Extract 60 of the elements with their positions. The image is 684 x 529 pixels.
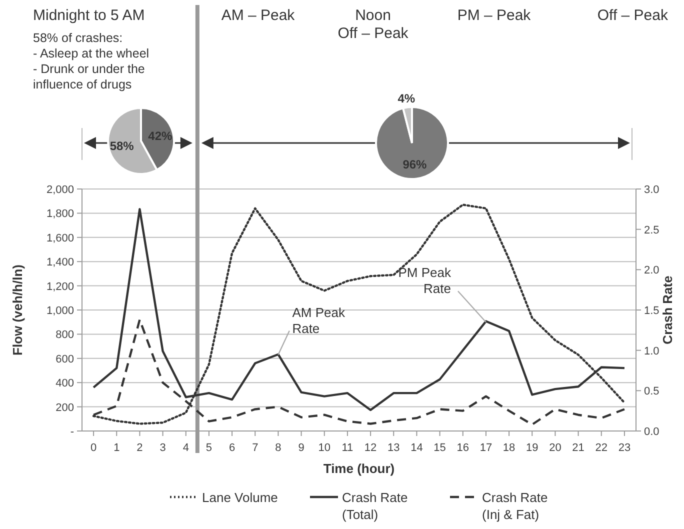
pie-slice	[375, 106, 449, 180]
text: Midnight to 5 AM	[33, 7, 145, 24]
text: 58% of crashes: - Asleep at the wheel - Drunk or under the influence of drugs	[33, 31, 150, 92]
x-tick-label: 15	[434, 442, 446, 454]
x-tick-label: 8	[275, 442, 282, 454]
x-tick-label: 1	[114, 442, 120, 454]
legend-label: Crash Rate (Inj & Fat)	[482, 490, 548, 522]
x-tick-label: 14	[410, 442, 423, 454]
legend-label: Crash Rate (Total)	[342, 490, 408, 522]
y-tick-label: -	[70, 426, 74, 438]
x-tick-label: 17	[480, 442, 492, 454]
y-tick-label: 1,000	[46, 305, 74, 317]
x-tick-label: 16	[456, 442, 469, 454]
y2-tick-label: 2.0	[644, 264, 660, 277]
text: Off – Peak	[597, 7, 668, 24]
data-label: 42%	[148, 129, 173, 144]
x-tick-label: 3	[160, 442, 166, 454]
x-tick-label: 11	[342, 442, 354, 454]
y2-tick-label: 2.5	[644, 224, 660, 236]
y2-tick-label: 1.5	[644, 305, 660, 317]
text: AM – Peak	[221, 7, 296, 24]
text: Noon Off – Peak	[338, 7, 409, 42]
y-tick-label: 200	[56, 402, 74, 414]
legend-label: Lane Volume	[202, 490, 278, 505]
x-tick-label: 7	[252, 442, 258, 454]
data-label: 58%	[110, 138, 134, 153]
x-tick-label: 4	[182, 442, 189, 454]
y-tick-label: 800	[56, 329, 74, 342]
x-tick-label: 0	[90, 442, 97, 454]
text: PM – Peak	[457, 7, 532, 24]
x-tick-label: 2	[136, 442, 143, 454]
x-axis-title: Time (hour)	[323, 461, 395, 476]
x-tick-label: 12	[364, 442, 377, 454]
y2-tick-label: 0.5	[644, 386, 660, 398]
y2-tick-label: 0.0	[644, 426, 660, 438]
y-axis-title: Flow (veh/h/ln)	[10, 264, 25, 356]
y-tick-label: 1,200	[46, 280, 74, 293]
y2-tick-label: 1.0	[644, 345, 660, 358]
x-tick-label: 19	[526, 442, 538, 454]
y-tick-label: 2,000	[46, 184, 74, 196]
x-tick-label: 9	[298, 442, 304, 454]
x-tick-label: 23	[618, 442, 631, 454]
x-tick-label: 13	[388, 442, 400, 454]
x-tick-label: 6	[228, 442, 236, 454]
y-tick-label: 600	[56, 353, 74, 366]
y-tick-label: 1,800	[46, 208, 74, 220]
x-tick-label: 22	[595, 442, 608, 454]
annotation: AM Peak Rate	[292, 304, 346, 336]
x-tick-label: 5	[206, 442, 212, 454]
x-tick-label: 20	[549, 442, 562, 454]
data-label: 4%	[398, 91, 416, 106]
y2-tick-label: 3.0	[644, 184, 660, 196]
x-tick-label: 18	[502, 442, 516, 454]
data-label: 96%	[402, 157, 428, 172]
y2-axis-title: Crash Rate	[660, 276, 675, 344]
y-tick-label: 1,400	[46, 256, 74, 269]
y-tick-label: 400	[56, 378, 74, 390]
y-tick-label: 1,600	[46, 232, 74, 244]
x-tick-label: 10	[318, 442, 330, 454]
x-tick-label: 21	[572, 442, 584, 454]
